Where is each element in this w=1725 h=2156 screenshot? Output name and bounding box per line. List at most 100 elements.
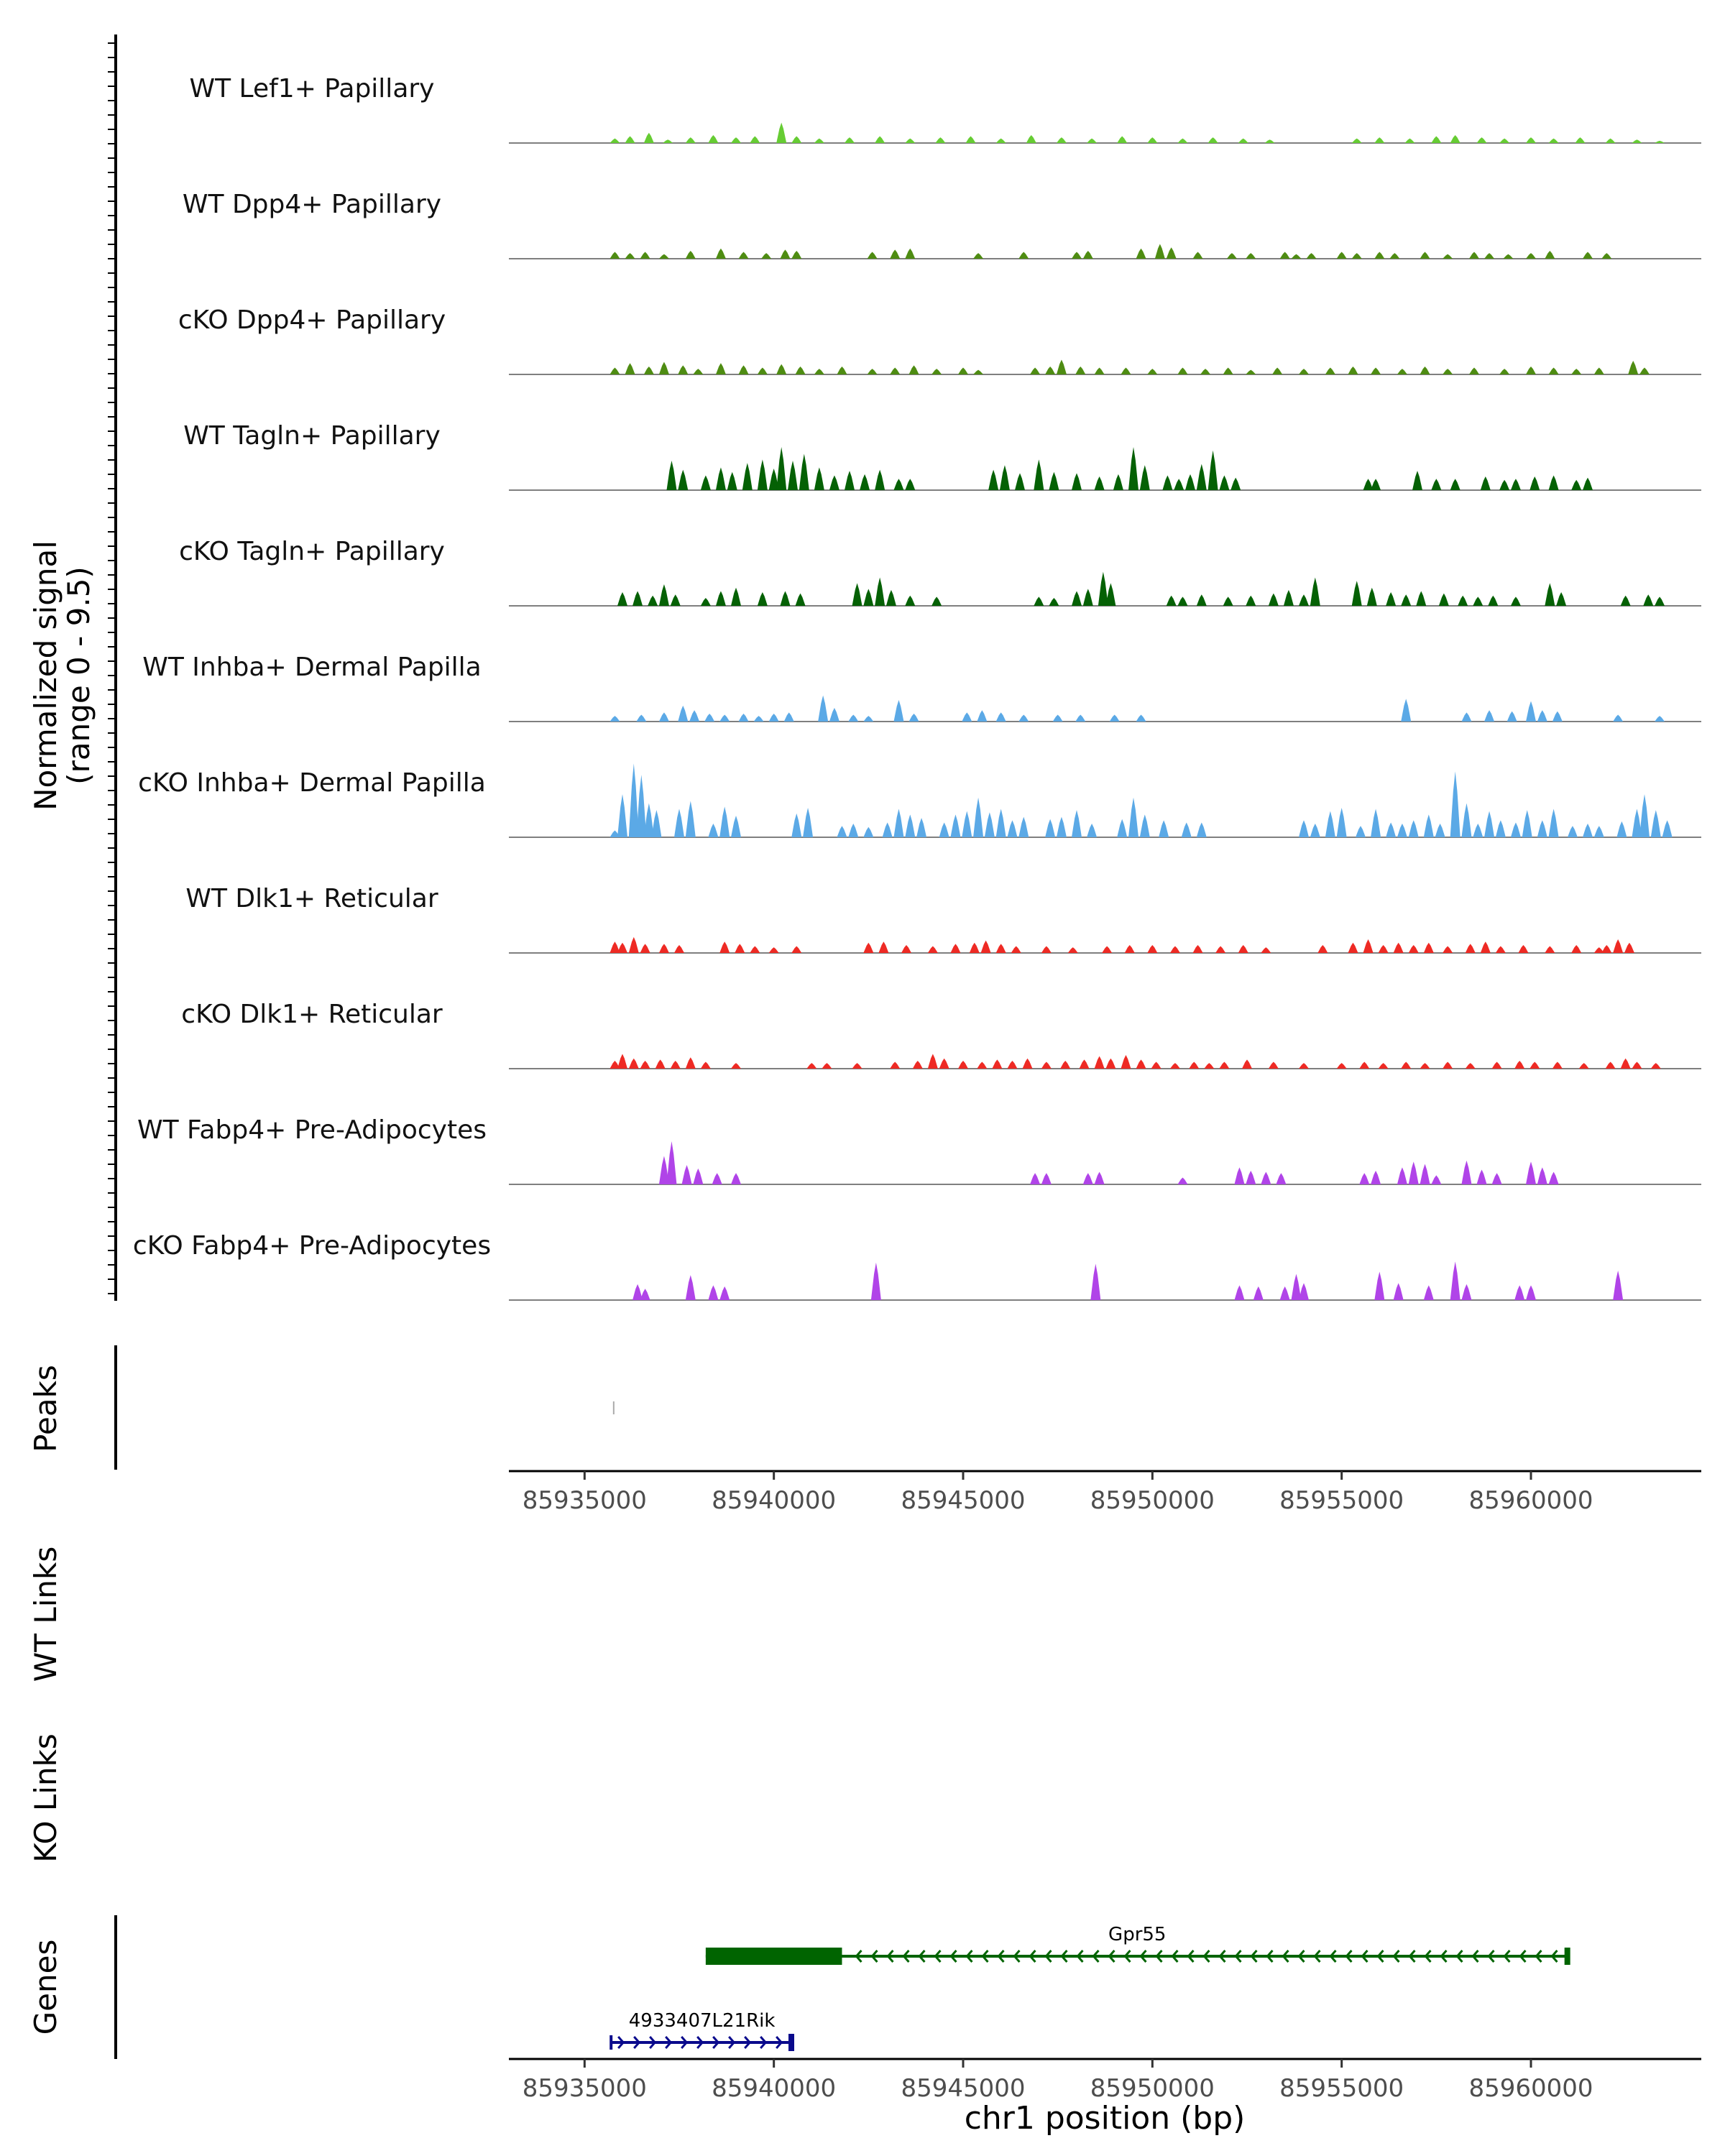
coverage-peak	[905, 138, 916, 143]
coverage-peak	[685, 1275, 696, 1300]
coverage-peak	[1548, 475, 1559, 490]
coverage-peak	[791, 250, 802, 259]
coverage-peak	[867, 252, 878, 259]
coverage-peak	[742, 463, 753, 490]
coverage-peak	[1526, 366, 1536, 374]
coverage-peak	[1605, 1061, 1616, 1069]
strand-arrow	[1013, 1950, 1021, 1963]
coverage-peak	[761, 253, 772, 259]
coverage-peak	[1571, 369, 1582, 374]
coverage-peak	[1124, 944, 1135, 953]
strand-arrow	[886, 1950, 894, 1963]
coverage-peak	[685, 1057, 696, 1069]
coverage-peak	[1605, 138, 1616, 143]
coverage-peak	[962, 811, 972, 837]
coverage-peak	[1575, 137, 1586, 143]
coverage-peak	[984, 812, 995, 837]
coverage-peak	[735, 944, 745, 953]
coverage-peak	[1136, 1059, 1146, 1069]
coverage-peak	[1404, 138, 1415, 143]
coverage-peak	[1185, 474, 1195, 490]
coverage-peak	[658, 361, 669, 374]
coverage-peak	[1226, 253, 1237, 259]
coverage-peak	[1242, 1059, 1252, 1069]
coverage-peak	[643, 803, 654, 837]
strand-arrow	[1487, 1950, 1495, 1963]
coverage-peak	[1299, 820, 1309, 837]
coverage-peak	[1389, 253, 1400, 259]
coverage-peak	[1613, 939, 1624, 953]
coverage-peak	[890, 1061, 901, 1069]
coverage-peak	[1363, 939, 1374, 953]
coverage-peak	[1526, 701, 1536, 722]
strand-arrow	[1424, 1950, 1432, 1963]
coverage-peak	[867, 369, 878, 374]
coverage-peak	[1056, 816, 1067, 837]
coverage-peak	[632, 591, 643, 606]
coverage-peak	[1223, 596, 1233, 606]
coverage-peak	[1200, 369, 1211, 374]
coverage-peak	[1526, 1285, 1536, 1300]
strand-arrow	[776, 2036, 783, 2049]
coverage-peak	[1443, 946, 1453, 953]
coverage-peak	[625, 136, 635, 143]
coverage-peak	[818, 695, 829, 722]
coverage-peak	[1386, 822, 1397, 837]
coverage-peak	[1102, 946, 1113, 953]
coverage-peak	[1420, 252, 1430, 259]
coverage-peak	[932, 369, 942, 374]
x-tick-label: 85935000	[523, 1486, 647, 1515]
coverage-peak	[1393, 1283, 1404, 1300]
coverage-peak	[1291, 254, 1302, 259]
coverage-peak	[995, 712, 1006, 722]
x-tick-label: 85940000	[712, 2074, 836, 2103]
coverage-peak	[1374, 252, 1385, 259]
coverage-peak	[905, 248, 916, 259]
coverage-peak	[905, 814, 916, 837]
coverage-peak	[738, 365, 749, 374]
x-tick-label: 85955000	[1279, 2074, 1404, 2103]
coverage-peak	[1022, 1058, 1033, 1069]
coverage-ylabel-line2: (range 0 - 9.5)	[61, 566, 96, 785]
coverage-peak	[610, 138, 620, 143]
coverage-peak	[1613, 1270, 1624, 1300]
coverage-peak	[1571, 479, 1582, 490]
coverage-peak	[1018, 714, 1029, 722]
coverage-peak	[1325, 811, 1335, 837]
coverage-peak	[791, 813, 802, 837]
strand-arrow	[1550, 1950, 1558, 1963]
coverage-peak	[1423, 1285, 1434, 1300]
strand-arrow	[1361, 1950, 1368, 1963]
coverage-peak	[875, 136, 886, 143]
coverage-peak	[852, 583, 862, 606]
coverage-peak	[738, 713, 749, 722]
coverage-peak	[1480, 476, 1491, 490]
coverage-peak	[1056, 137, 1067, 143]
coverage-peak	[1480, 941, 1491, 953]
coverage-peak	[977, 1061, 988, 1069]
ko-links-track-label: KO Links	[28, 1733, 63, 1863]
coverage-peak	[1655, 716, 1665, 722]
coverage-peak	[1420, 1164, 1430, 1184]
coverage-peak	[1593, 947, 1604, 953]
coverage-peak	[1087, 138, 1098, 143]
coverage-peak	[708, 824, 719, 837]
coverage-peak	[1420, 366, 1430, 374]
track-label: cKO Tagln+ Papillary	[179, 537, 445, 566]
coverage-peak	[890, 367, 901, 374]
coverage-peak	[1443, 369, 1453, 374]
coverage-peak	[738, 252, 749, 259]
coverage-peak	[678, 365, 689, 374]
coverage-peak	[757, 459, 768, 490]
coverage-peak	[670, 1060, 681, 1069]
coverage-peak	[1192, 252, 1203, 259]
coverage-peak	[1408, 1161, 1419, 1184]
coverage-peak	[1458, 595, 1468, 606]
coverage-peak	[783, 712, 794, 722]
coverage-peak	[1121, 367, 1131, 374]
coverage-peak	[1655, 140, 1665, 143]
coverage-peak	[1056, 359, 1067, 374]
coverage-peak	[1299, 369, 1309, 374]
coverage-peak	[750, 946, 760, 953]
coverage-peak	[1378, 944, 1389, 953]
